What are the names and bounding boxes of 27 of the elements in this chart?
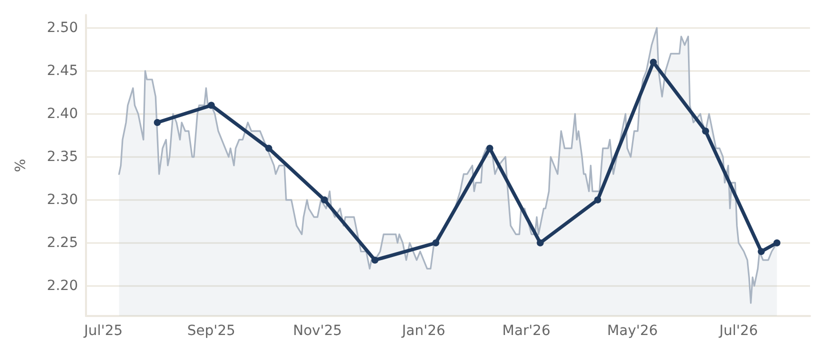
y-tick-label: 2.40	[46, 106, 78, 122]
x-tick-label: Sep'25	[187, 323, 236, 339]
y-tick-label: 2.30	[46, 192, 78, 208]
y-tick-label: 2.20	[46, 278, 78, 294]
y-tick-label: 2.45	[46, 62, 78, 79]
point	[536, 239, 544, 246]
point	[265, 144, 272, 152]
y-tick-label: 2.50	[46, 20, 78, 36]
point	[154, 119, 161, 126]
point	[758, 248, 765, 255]
point	[650, 58, 657, 66]
x-tick-label: Jan'26	[401, 323, 446, 339]
point	[773, 239, 780, 246]
x-tick-label: Mar'26	[502, 323, 550, 339]
point	[594, 196, 602, 204]
y-tick-label: 2.25	[46, 234, 78, 251]
x-tick-label: Jul'25	[83, 323, 123, 339]
x-tick-label: May'26	[607, 323, 658, 339]
y-tick-label: 2.35	[46, 148, 78, 165]
y-axis-title: %	[13, 158, 29, 172]
point	[371, 256, 378, 264]
point	[320, 196, 328, 204]
point	[432, 239, 440, 246]
x-tick-label: Nov'25	[292, 323, 342, 339]
x-tick-label: Jul'26	[718, 323, 758, 339]
point	[208, 102, 215, 109]
point	[702, 128, 710, 135]
